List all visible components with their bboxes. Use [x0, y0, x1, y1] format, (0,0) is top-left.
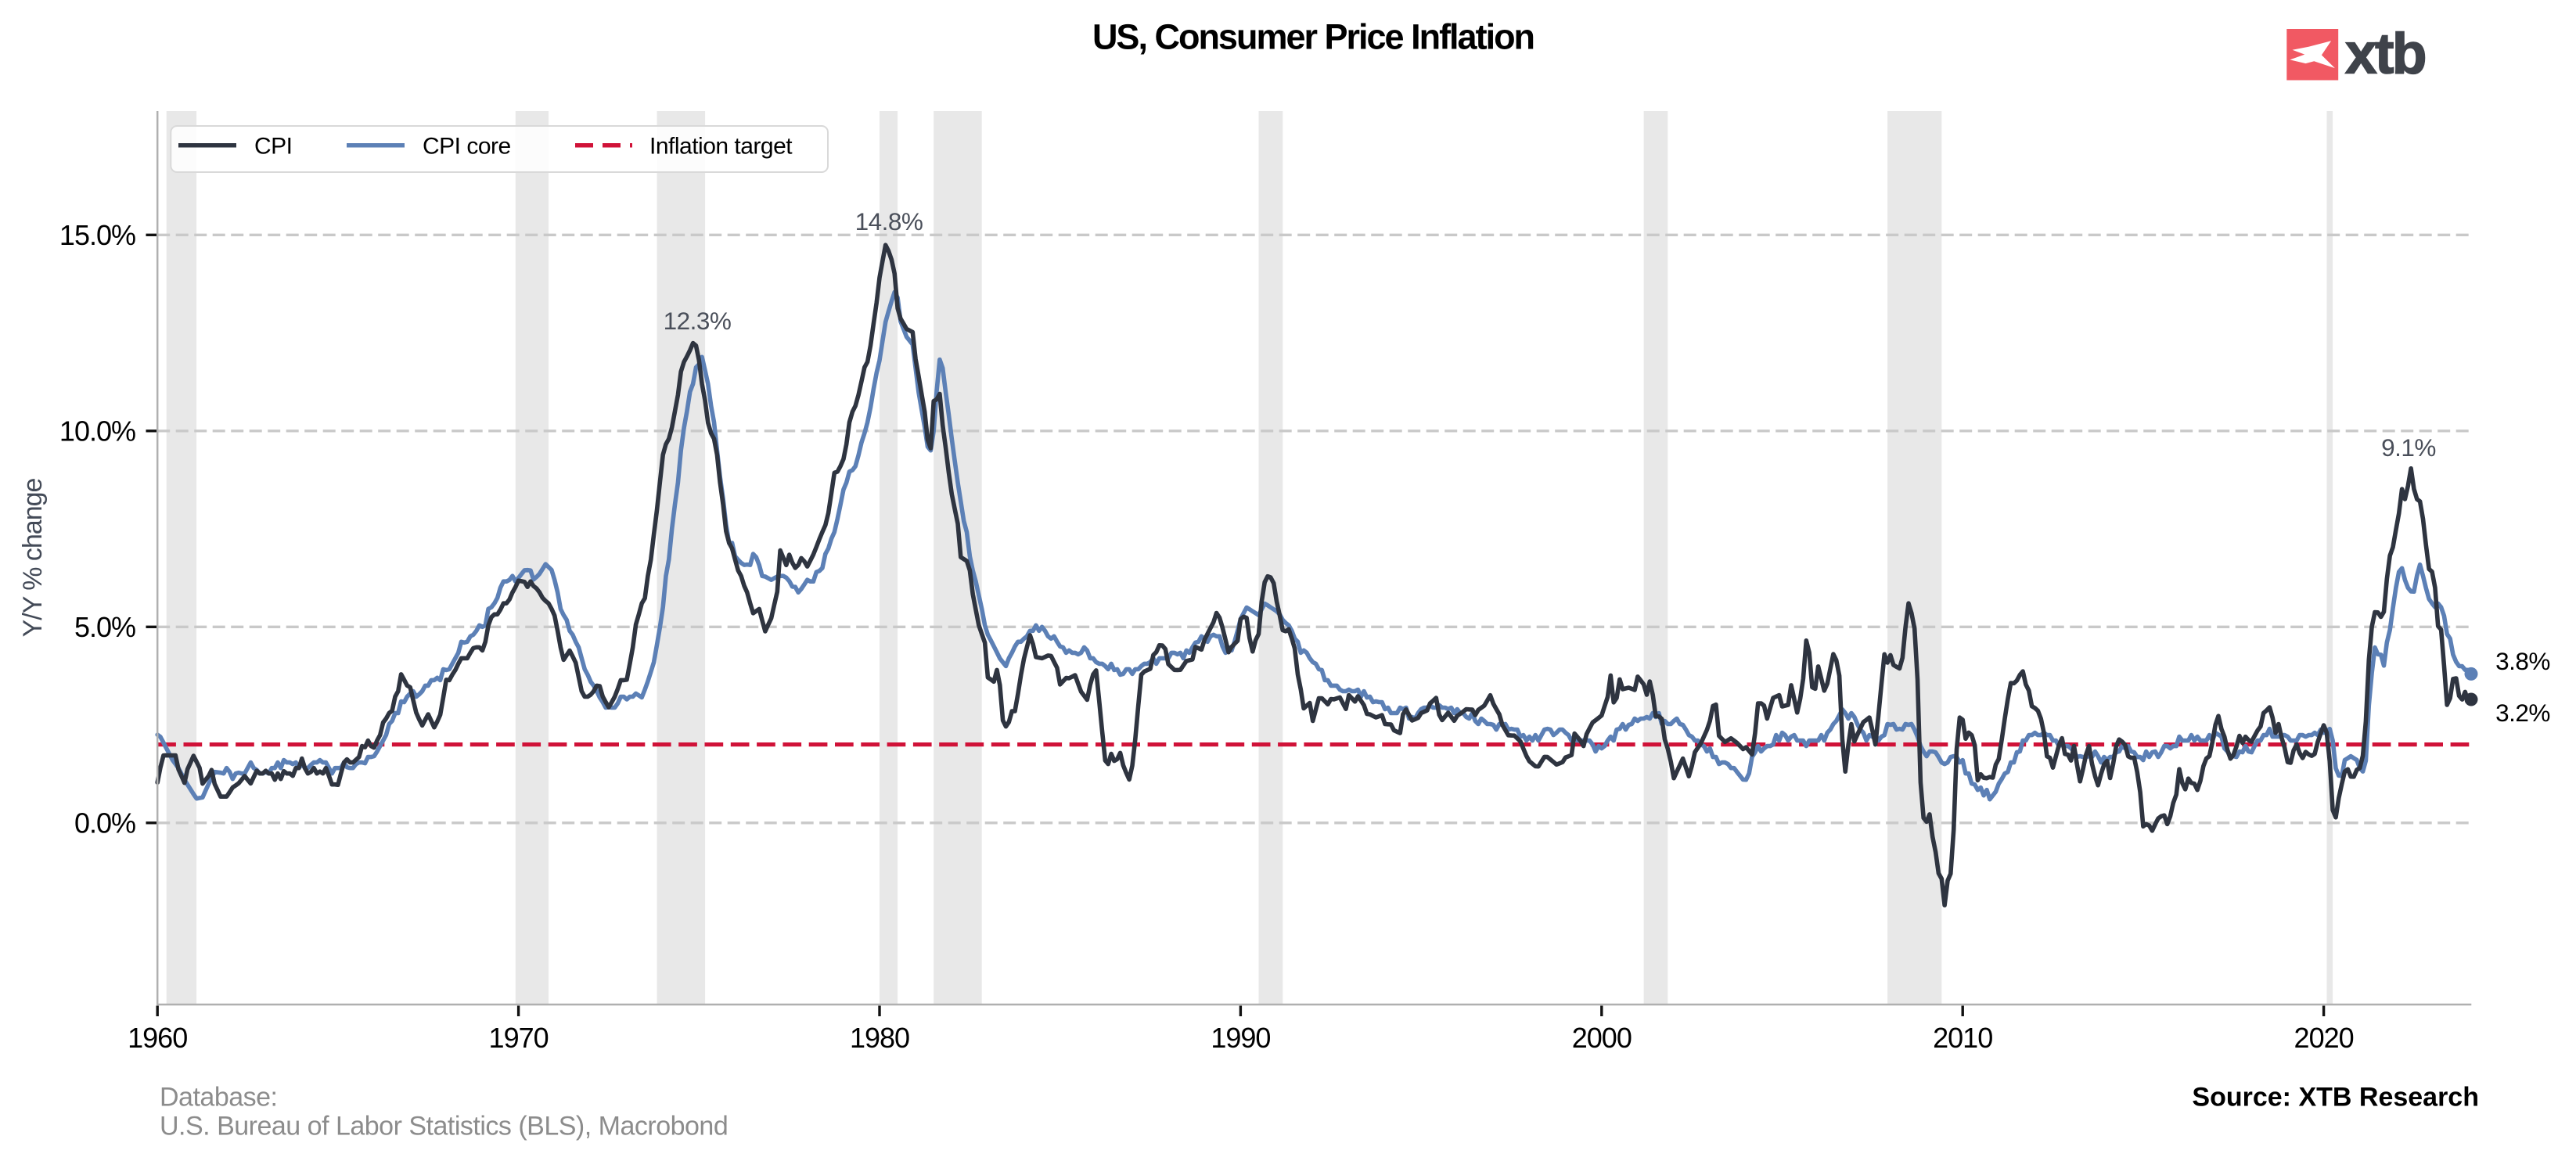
svg-text:3.2%: 3.2% — [2495, 699, 2550, 727]
svg-text:Y/Y % change: Y/Y % change — [18, 478, 48, 637]
svg-text:1960: 1960 — [128, 1022, 187, 1054]
svg-text:1970: 1970 — [489, 1022, 549, 1054]
svg-text:5.0%: 5.0% — [74, 611, 135, 643]
svg-text:1990: 1990 — [1211, 1022, 1270, 1054]
svg-text:0.0%: 0.0% — [74, 807, 135, 839]
svg-text:CPI core: CPI core — [423, 134, 511, 160]
svg-text:15.0%: 15.0% — [59, 219, 135, 251]
svg-text:2010: 2010 — [1933, 1022, 1992, 1054]
svg-text:9.1%: 9.1% — [2381, 433, 2436, 462]
svg-text:3.8%: 3.8% — [2495, 647, 2550, 675]
svg-text:2000: 2000 — [1572, 1022, 1632, 1054]
svg-text:US, Consumer Price Inflation: US, Consumer Price Inflation — [1092, 16, 1534, 56]
svg-text:xtb: xtb — [2345, 23, 2425, 86]
svg-text:2020: 2020 — [2294, 1022, 2354, 1054]
svg-text:Database:: Database: — [160, 1082, 278, 1112]
svg-text:Source: XTB Research: Source: XTB Research — [2192, 1082, 2479, 1112]
svg-text:CPI: CPI — [254, 134, 293, 160]
svg-text:U.S. Bureau of Labor Statistic: U.S. Bureau of Labor Statistics (BLS), M… — [160, 1111, 728, 1141]
svg-text:Inflation target: Inflation target — [649, 134, 793, 160]
svg-text:12.3%: 12.3% — [664, 307, 732, 335]
svg-text:14.8%: 14.8% — [855, 207, 923, 235]
svg-text:1980: 1980 — [850, 1022, 909, 1054]
svg-text:10.0%: 10.0% — [59, 415, 135, 447]
